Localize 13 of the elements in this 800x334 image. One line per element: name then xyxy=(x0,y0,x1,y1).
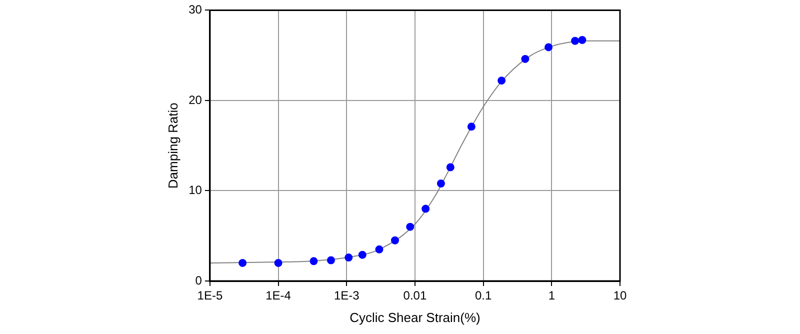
x-tick-label: 0.01 xyxy=(403,288,427,303)
x-tick-label: 1E-3 xyxy=(334,288,360,303)
x-tick-label: 10 xyxy=(613,288,627,303)
y-tick-label: 0 xyxy=(195,273,202,288)
x-axis-title: Cyclic Shear Strain(%) xyxy=(350,310,480,325)
y-tick-label: 30 xyxy=(188,2,202,17)
y-tick-label: 20 xyxy=(188,92,202,107)
x-tick-label: 1E-4 xyxy=(266,288,292,303)
x-tick-label: 0.1 xyxy=(474,288,492,303)
x-tick-label: 1E-5 xyxy=(197,288,223,303)
y-tick-label: 10 xyxy=(188,183,202,198)
y-axis-title: Damping Ratio xyxy=(165,102,180,189)
x-tick-label: 1 xyxy=(548,288,556,303)
